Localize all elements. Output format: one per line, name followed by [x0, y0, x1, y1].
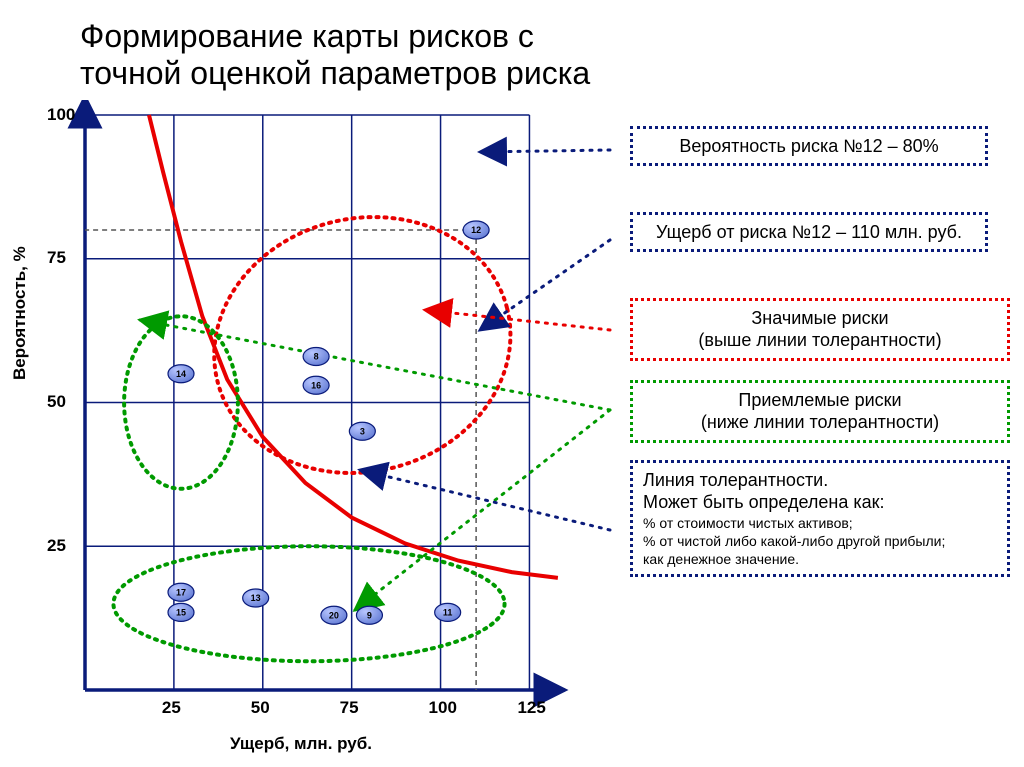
svg-text:17: 17	[176, 587, 186, 597]
svg-text:16: 16	[311, 380, 321, 390]
y-axis-label: Вероятность, %	[10, 246, 30, 380]
callout-probability: Вероятность риска №12 – 80%	[630, 126, 988, 167]
callout-significant: Значимые риски(выше линии толерантности)	[630, 298, 1010, 361]
page-title: Формирование карты рисков с точной оценк…	[0, 0, 1024, 100]
svg-text:9: 9	[367, 610, 372, 620]
svg-text:11: 11	[443, 607, 453, 617]
x-axis-label: Ущерб, млн. руб.	[230, 734, 372, 754]
svg-text:3: 3	[360, 426, 365, 436]
title-line2: точной оценкой параметров риска	[80, 55, 590, 91]
callout-tolerance-line: Линия толерантности. Может быть определе…	[630, 460, 1010, 578]
svg-text:12: 12	[471, 225, 481, 235]
svg-text:14: 14	[176, 368, 186, 378]
svg-text:13: 13	[251, 593, 261, 603]
title-line1: Формирование карты рисков с	[80, 18, 534, 54]
callout-damage: Ущерб от риска №12 – 110 млн. руб.	[630, 212, 988, 253]
callout-acceptable: Приемлемые риски(ниже линии толерантност…	[630, 380, 1010, 443]
svg-text:8: 8	[314, 351, 319, 361]
svg-text:20: 20	[329, 610, 339, 620]
svg-text:15: 15	[176, 607, 186, 617]
risk-map-chart: 12 8 16 14 3 17 15 13 20 9 11 Вероятность, % Ущерб…	[0, 100, 1024, 760]
